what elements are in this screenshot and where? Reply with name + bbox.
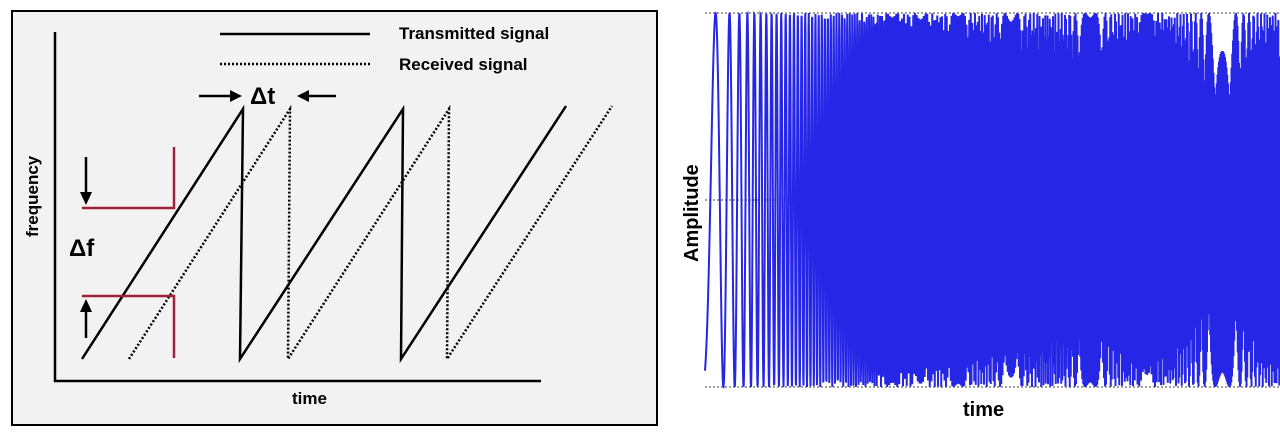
transmitted-signal <box>80 104 568 364</box>
delta-t-arrow-right-head <box>297 90 309 102</box>
delta-f-arrow-down-head <box>80 192 92 205</box>
delta-f-arrow-up-head <box>80 299 92 312</box>
delta-f-label: Δf <box>69 235 95 262</box>
legend-received-label: Received signal <box>399 55 528 74</box>
legend-transmitted-label: Transmitted signal <box>399 24 549 43</box>
delta-f-upper-marker <box>82 147 176 210</box>
delta-t-label: Δt <box>250 83 275 110</box>
diagram-frame <box>11 10 658 426</box>
right-x-axis-label: time <box>963 399 1004 421</box>
right-y-axis-label: Amplitude <box>681 164 703 262</box>
received-signal <box>127 104 614 364</box>
delta-f-lower-marker <box>82 294 176 358</box>
left-x-axis-label: time <box>292 389 327 408</box>
delta-t-arrow-left-head <box>230 90 242 102</box>
frequency-time-diagram: Transmitted signal Received signal Δt Δf… <box>11 10 658 426</box>
chirp-waveform <box>704 10 1280 389</box>
chirp-amplitude-plot: time Amplitude <box>681 10 1280 421</box>
left-y-axis-label: frequency <box>23 155 42 237</box>
